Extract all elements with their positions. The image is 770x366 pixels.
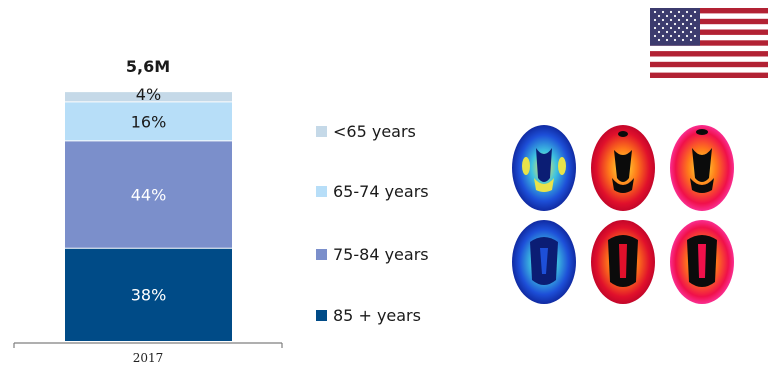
- data-label-4: 4%: [136, 85, 161, 104]
- bar-segment-1: [65, 248, 232, 341]
- legend-swatch: [316, 309, 327, 321]
- legend-label: 85 + years: [333, 305, 421, 325]
- legend-label: <65 years: [333, 121, 416, 141]
- bar-segment-4: [65, 92, 232, 102]
- brain-scan-2: [591, 125, 655, 211]
- brain-scan-5: [591, 220, 655, 304]
- x-tick-label: 2017: [133, 351, 164, 365]
- data-label-1: 38%: [131, 286, 167, 305]
- legend-item-65-74: 65-74 years: [316, 179, 429, 203]
- total-label: 5,6M: [126, 57, 170, 76]
- data-label-2: 44%: [131, 186, 167, 205]
- legend-item-under-65: <65 years: [316, 119, 416, 143]
- legend-label: 65-74 years: [333, 181, 429, 201]
- bar-stack: 38% 44% 16% 4%: [65, 85, 232, 341]
- brain-scan-1: [512, 125, 576, 211]
- brain-scan-4: [512, 220, 576, 304]
- bar-segment-2: [65, 140, 232, 249]
- data-label-3: 16%: [131, 112, 167, 131]
- us-flag-icon: [650, 8, 768, 78]
- stacked-bar-chart: 5,6M 38% 44% 16% 4% 2017: [13, 57, 283, 365]
- bar-segment-3: [65, 101, 232, 141]
- brain-scan-images: [512, 125, 734, 304]
- legend-label: 75-84 years: [333, 244, 429, 264]
- legend-swatch: [316, 125, 327, 137]
- legend-swatch: [316, 248, 327, 260]
- legend-item-85-plus: 85 + years: [316, 303, 421, 327]
- legend-swatch: [316, 185, 327, 197]
- brain-scan-6: [670, 220, 734, 304]
- legend-item-75-84: 75-84 years: [316, 242, 429, 266]
- brain-scan-3: [670, 125, 734, 211]
